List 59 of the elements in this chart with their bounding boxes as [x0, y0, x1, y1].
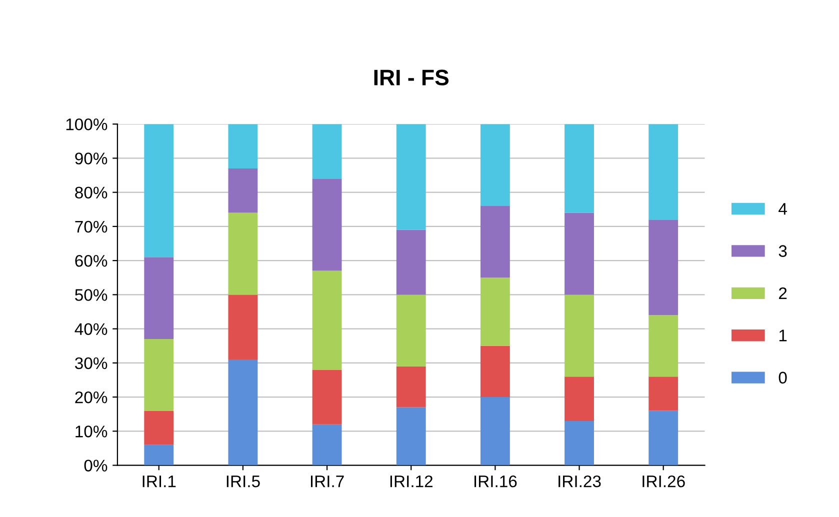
- legend-label: 1: [779, 330, 787, 342]
- bar: [228, 360, 258, 466]
- bar: [144, 257, 174, 340]
- x-tick-label: IRI.12: [390, 475, 433, 488]
- bar: [648, 410, 678, 466]
- bar: [564, 294, 594, 377]
- bar: [480, 278, 510, 346]
- y-tick-label: 100%: [66, 118, 108, 130]
- legend-label: 2: [779, 287, 787, 299]
- y-tick-label: 70%: [75, 220, 108, 233]
- bar: [228, 124, 258, 168]
- bar: [480, 397, 510, 466]
- bar: [144, 339, 174, 411]
- bar: [564, 376, 594, 421]
- bar: [312, 270, 342, 370]
- bar: [648, 124, 678, 220]
- bar: [312, 424, 342, 466]
- x-tick-label: IRI.7: [310, 476, 344, 488]
- y-tick-label: 80%: [75, 186, 108, 199]
- bar: [312, 370, 342, 424]
- bar: [396, 230, 426, 295]
- bar: [480, 346, 510, 398]
- bar: [396, 124, 426, 230]
- bar: [396, 407, 426, 466]
- bar: [648, 220, 678, 316]
- legend-label: 4: [778, 203, 787, 215]
- bar: [396, 294, 426, 366]
- bar: [144, 444, 174, 466]
- bar: [396, 366, 426, 408]
- y-tick-label: 90%: [75, 152, 108, 164]
- bar: [228, 168, 258, 213]
- bar: [564, 420, 594, 466]
- bar: [480, 124, 510, 206]
- x-tick-label: IRI.16: [474, 475, 517, 488]
- y-tick-label: 0%: [84, 460, 108, 472]
- bar: [144, 410, 174, 445]
- bar: [312, 178, 342, 271]
- chart-title: IRI - FS: [374, 70, 449, 86]
- bar: [564, 124, 594, 213]
- y-tick-label: 40%: [74, 323, 108, 336]
- bar: [648, 315, 678, 377]
- x-tick-label: IRI.5: [226, 476, 260, 488]
- x-tick-label: IRI.23: [558, 475, 601, 488]
- y-tick-label: 10%: [76, 426, 108, 438]
- bar: [312, 124, 342, 179]
- bar: [564, 212, 594, 295]
- bar: [228, 294, 258, 360]
- x-tick-label: IRI.1: [142, 476, 176, 488]
- bar: [228, 212, 258, 295]
- y-tick-label: 20%: [75, 391, 108, 404]
- y-tick-label: 60%: [75, 254, 108, 267]
- bar: [144, 124, 174, 258]
- legend-label: 3: [778, 245, 787, 257]
- bar: [648, 376, 678, 411]
- y-tick-label: 30%: [75, 357, 108, 370]
- y-tick-label: 50%: [75, 289, 108, 301]
- x-tick-label: IRI.26: [642, 475, 685, 488]
- legend-label: 0: [778, 372, 787, 384]
- bar: [480, 206, 510, 278]
